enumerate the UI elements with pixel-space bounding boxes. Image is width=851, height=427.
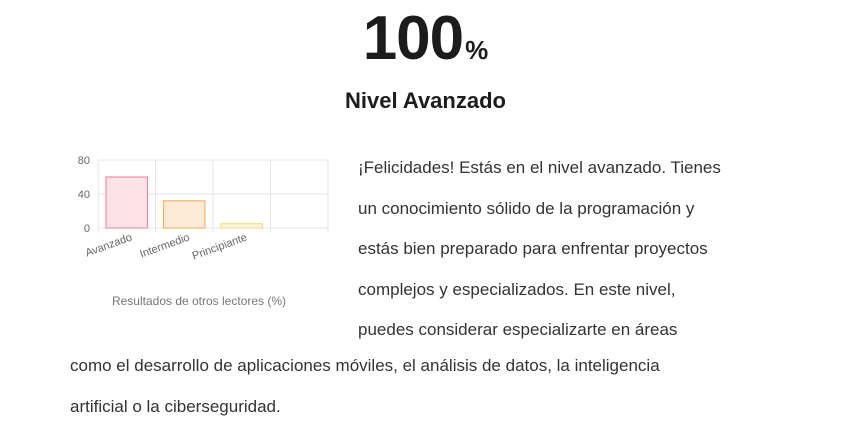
score-value: 100 bbox=[363, 4, 463, 73]
description-line: complejos y especializados. En este nive… bbox=[358, 270, 778, 311]
bar bbox=[164, 201, 205, 228]
chart-caption: Resultados de otros lectores (%) bbox=[64, 294, 334, 308]
description-line: puedes considerar especializarte en área… bbox=[358, 310, 778, 351]
description-line: estás bien preparado para enfrentar proy… bbox=[358, 229, 778, 270]
x-tick-label: Principiante bbox=[191, 232, 249, 263]
description-line: como el desarrollo de aplicaciones móvil… bbox=[70, 346, 790, 387]
bar bbox=[106, 177, 147, 228]
bar bbox=[221, 224, 262, 228]
description-line: un conocimiento sólido de la programació… bbox=[358, 189, 778, 230]
description-line: artificial o la ciberseguridad. bbox=[70, 387, 790, 427]
description-beside-chart: ¡Felicidades! Estás en el nivel avanzado… bbox=[358, 148, 778, 351]
y-tick-label: 40 bbox=[78, 189, 90, 201]
y-tick-label: 0 bbox=[84, 223, 90, 235]
level-title: Nivel Avanzado bbox=[0, 88, 851, 114]
x-tick-label: Avanzado bbox=[84, 232, 134, 260]
score-unit: % bbox=[465, 35, 488, 65]
score-display: 100% bbox=[0, 8, 851, 70]
y-tick-label: 80 bbox=[78, 155, 90, 167]
x-tick-label: Intermedio bbox=[138, 232, 191, 261]
description-full-width: como el desarrollo de aplicaciones móvil… bbox=[70, 346, 790, 427]
description-line: ¡Felicidades! Estás en el nivel avanzado… bbox=[358, 148, 778, 189]
